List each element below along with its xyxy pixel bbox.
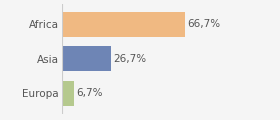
Bar bbox=[62, 81, 74, 106]
Text: 6,7%: 6,7% bbox=[76, 88, 103, 98]
Bar bbox=[62, 12, 185, 37]
Text: 66,7%: 66,7% bbox=[187, 19, 220, 29]
Text: 26,7%: 26,7% bbox=[113, 54, 146, 64]
Bar bbox=[62, 46, 111, 71]
